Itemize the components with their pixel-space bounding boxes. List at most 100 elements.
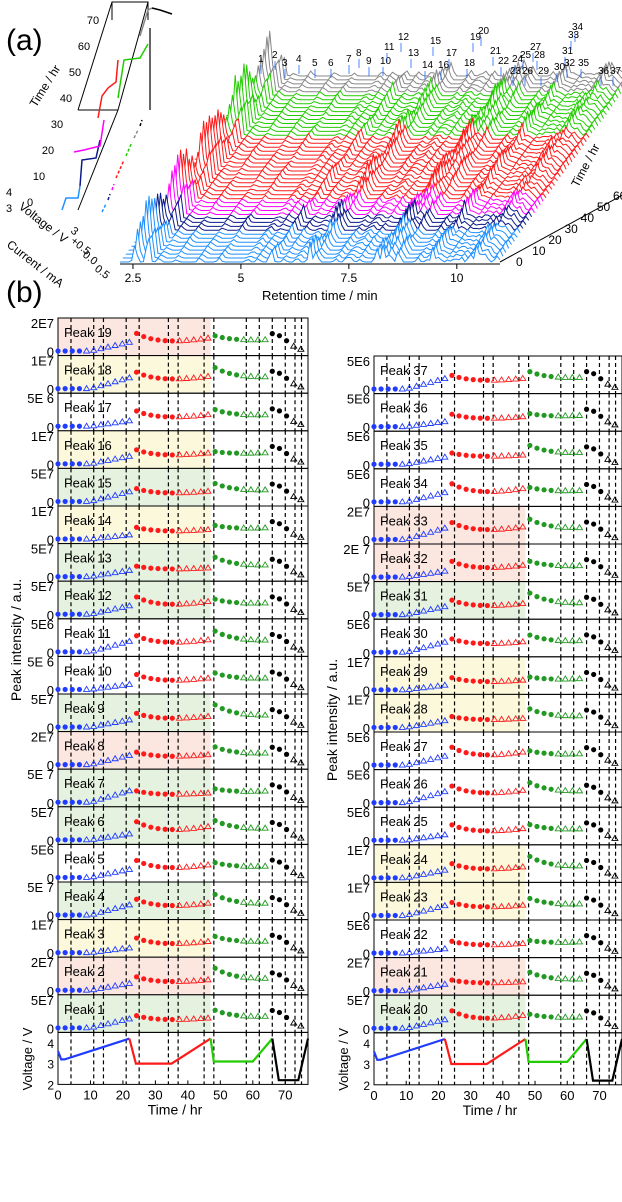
data-point-filled (219, 449, 225, 456)
data-point-open (604, 568, 612, 575)
y-tick-max: 1E7 (347, 880, 370, 895)
data-point-filled (463, 677, 469, 684)
data-point-filled (527, 411, 533, 417)
data-point-open (118, 417, 127, 425)
data-point-open (419, 570, 428, 577)
data-point-open (111, 982, 119, 989)
data-point-open (289, 605, 298, 612)
data-point-filled (269, 331, 275, 337)
data-point-open (125, 1015, 134, 1022)
data-point-open (519, 824, 527, 832)
data-point-open (575, 411, 584, 418)
data-point-filled (527, 780, 533, 786)
data-point-open (575, 749, 584, 757)
data-point-filled (541, 636, 547, 642)
chromatogram-fill (177, 155, 558, 183)
data-point-open (125, 338, 134, 345)
data-point-open (561, 711, 570, 719)
data-point-filled (548, 825, 554, 831)
data-point-filled (371, 687, 377, 693)
data-point-filled (591, 371, 597, 377)
data-point-filled (548, 487, 554, 493)
data-point-open (247, 335, 255, 343)
data-point-filled (276, 521, 283, 527)
data-point-filled (55, 461, 61, 467)
data-point-open (611, 571, 619, 578)
data-point-open (611, 872, 619, 879)
data-point-open (405, 873, 414, 880)
data-point-filled (378, 950, 384, 956)
data-point-open (504, 788, 513, 795)
data-point-filled (541, 561, 547, 567)
data-point-filled (162, 528, 168, 534)
data-point-open (519, 977, 527, 985)
data-point-filled (527, 674, 533, 680)
data-point-open (604, 718, 612, 726)
data-point-filled (155, 527, 161, 534)
time-tick-label: 20 (548, 233, 562, 247)
data-point-open (89, 421, 98, 429)
data-point-filled (591, 634, 597, 640)
data-point-open (433, 789, 442, 797)
data-point-open (604, 831, 612, 838)
data-point-open (568, 975, 577, 982)
peak-panel-label: Peak 22 (380, 927, 428, 942)
data-point-filled (591, 747, 597, 753)
peak-number-label: 26 (522, 66, 534, 77)
data-point-open (182, 564, 191, 572)
data-point-open (497, 750, 506, 757)
data-point-open (490, 414, 499, 421)
data-point-filled (133, 710, 140, 716)
data-point-open (412, 908, 421, 916)
data-point-filled (371, 424, 377, 430)
data-point-open (426, 755, 435, 762)
data-point-open (254, 862, 262, 869)
data-point-open (197, 564, 205, 571)
data-point-filled (283, 676, 290, 682)
data-point-filled (76, 461, 83, 467)
chromatogram-trace (223, 80, 604, 121)
data-point-open (261, 335, 269, 343)
data-point-open (405, 910, 414, 918)
data-point-open (175, 676, 184, 683)
data-point-filled (371, 386, 377, 392)
data-point-filled (470, 602, 476, 608)
chromatogram-fill (237, 78, 618, 100)
data-point-filled (484, 602, 490, 609)
data-point-open (554, 486, 563, 494)
data-point-open (125, 680, 134, 687)
data-point-filled (233, 372, 240, 378)
data-point-filled (541, 939, 547, 945)
data-point-open (433, 981, 442, 988)
data-point-open (575, 674, 584, 682)
voltage-tick-label: 3 (47, 1058, 54, 1072)
data-point-filled (477, 904, 483, 910)
data-point-open (82, 459, 91, 467)
data-point-filled (283, 1014, 290, 1021)
data-point-open (511, 863, 520, 871)
data-point-open (254, 636, 262, 643)
retention-tick-label: 5 (238, 271, 245, 285)
peak-panel-label: Peak 28 (380, 701, 428, 716)
data-point-filled (141, 526, 147, 532)
data-point-open (97, 947, 105, 954)
y-tick-max: 5E6 (347, 354, 370, 369)
data-point-filled (378, 461, 384, 467)
data-point-filled (283, 413, 290, 419)
data-point-open (118, 489, 127, 497)
data-point-open (175, 488, 184, 496)
data-point-open (398, 911, 407, 918)
data-point-open (118, 717, 127, 724)
chromatogram-fill (160, 165, 541, 207)
data-point-filled (269, 631, 275, 638)
voltage-curve (443, 1038, 526, 1066)
data-point-open (254, 787, 262, 794)
data-point-open (426, 605, 435, 613)
data-point-open (97, 871, 105, 878)
data-point-filled (371, 762, 377, 768)
data-point-filled (148, 599, 154, 605)
